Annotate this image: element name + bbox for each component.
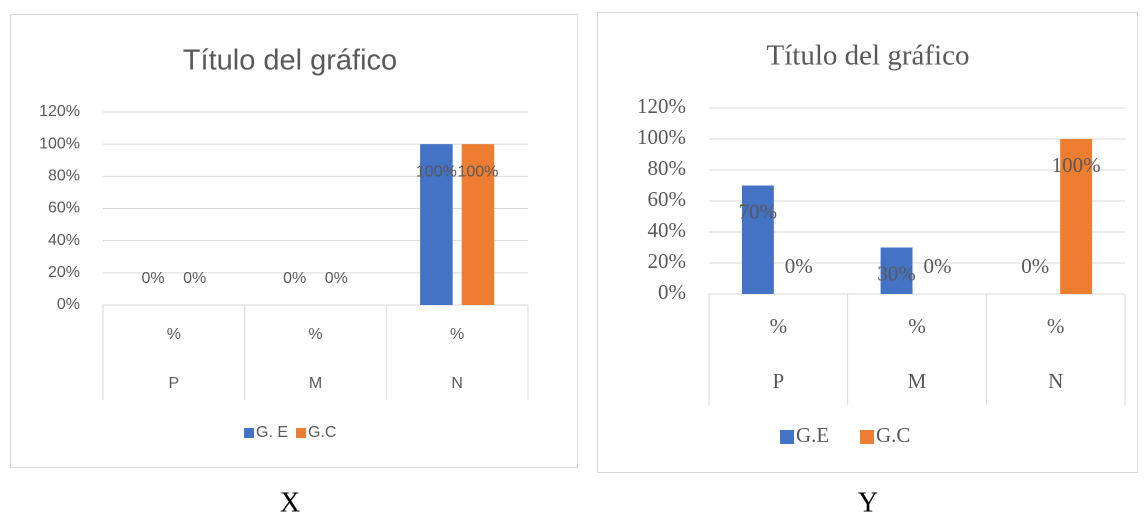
- x-sublabel: %: [308, 326, 322, 343]
- caption: X: [280, 487, 300, 518]
- y-tick-label: 100%: [637, 125, 686, 149]
- data-label: 0%: [325, 270, 348, 287]
- data-label: 100%: [457, 163, 498, 180]
- bar: [741, 185, 774, 294]
- y-tick-label: 80%: [648, 156, 687, 180]
- data-label: 0%: [785, 254, 813, 278]
- bar: [1060, 139, 1093, 294]
- y-tick-label: 0%: [658, 280, 686, 304]
- x-tick-label: M: [309, 375, 322, 392]
- y-tick-label: 120%: [637, 94, 686, 118]
- x-tick-label: N: [1048, 369, 1063, 393]
- bar: [420, 144, 453, 305]
- x-sublabel: %: [770, 314, 788, 338]
- bar: [461, 144, 495, 305]
- y-tick-label: 100%: [39, 135, 80, 152]
- x-sublabel: %: [1047, 314, 1065, 338]
- data-label: 0%: [923, 254, 951, 278]
- legend-swatch: [860, 430, 874, 444]
- chart-frame: [597, 12, 1138, 473]
- chart-title: Título del gráfico: [767, 40, 970, 72]
- legend-swatch: [780, 430, 794, 444]
- data-label: 30%: [877, 261, 916, 285]
- data-label: 70%: [739, 199, 778, 223]
- x-tick-label: P: [772, 369, 784, 393]
- legend-label: G.C: [308, 424, 336, 441]
- legend-label: G.E: [796, 423, 829, 447]
- data-label: 0%: [1021, 254, 1049, 278]
- data-label: 100%: [1052, 153, 1101, 177]
- y-tick-label: 40%: [48, 232, 80, 249]
- caption: Y: [858, 487, 878, 518]
- chart: Título del gráfico 0% 20% 40% 60% 80% 100% 120%…: [10, 14, 578, 468]
- data-label: 0%: [183, 270, 206, 287]
- y-tick-label: 40%: [648, 218, 687, 242]
- legend-label: G. E: [256, 424, 288, 441]
- y-tick-label: 20%: [648, 249, 687, 273]
- x-tick-label: P: [168, 375, 179, 392]
- x-tick-label: N: [451, 375, 463, 392]
- x-sublabel: %: [167, 326, 181, 343]
- data-label: 100%: [416, 163, 457, 180]
- legend-label: G.C: [876, 423, 910, 447]
- y-tick-label: 120%: [39, 103, 80, 120]
- x-tick-label: M: [908, 369, 927, 393]
- x-sublabel: %: [908, 314, 926, 338]
- data-label: 0%: [283, 270, 306, 287]
- y-tick-label: 80%: [48, 168, 80, 185]
- bar: [880, 247, 913, 294]
- x-sublabel: %: [450, 326, 464, 343]
- y-tick-label: 20%: [48, 264, 80, 281]
- y-tick-label: 60%: [648, 187, 687, 211]
- y-tick-label: 0%: [57, 296, 80, 313]
- chart-title: Título del gráfico: [183, 45, 397, 77]
- y-tick-label: 60%: [48, 200, 80, 217]
- data-label: 0%: [141, 270, 164, 287]
- chart: Título del gráfico 0% 20% 40% 60% 80% 100% 120%…: [597, 12, 1138, 473]
- legend-swatch: [296, 428, 306, 438]
- legend-swatch: [244, 428, 254, 438]
